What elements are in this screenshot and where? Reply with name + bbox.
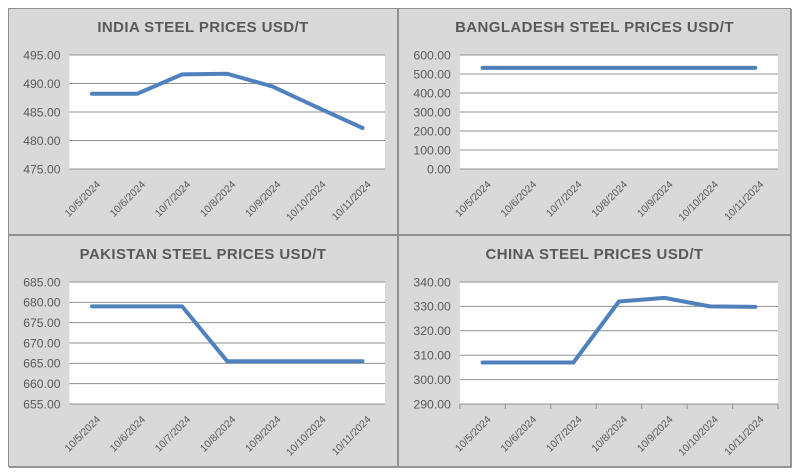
- chart-card-india: INDIA STEEL PRICES USD/T 475.00 480.00 485…: [8, 8, 398, 235]
- x-axis-label: 10/9/2024: [244, 179, 284, 219]
- y-axis-label: 485.00: [23, 105, 60, 119]
- x-axis-label: 10/11/2024: [330, 414, 373, 458]
- x-axis-label: 10/7/2024: [545, 414, 585, 454]
- chart-card-bangladesh: BANGLADESH STEEL PRICES USD/T 0.00 100.00…: [398, 8, 791, 235]
- gridlines-group: [69, 281, 386, 405]
- chart-title-india: INDIA STEEL PRICES USD/T: [97, 19, 309, 36]
- y-axis-label: 490.00: [23, 77, 60, 91]
- y-axis-label: 500.00: [413, 67, 451, 81]
- y-axis-label: 670.00: [23, 336, 60, 350]
- x-axis-ticks: [459, 404, 779, 409]
- x-axis-label: 10/9/2024: [244, 414, 284, 454]
- y-axis-label: 675.00: [23, 316, 60, 330]
- series-line: [480, 295, 758, 365]
- y-axis-label: 320.00: [413, 324, 451, 338]
- chart-card-pakistan: PAKISTAN STEEL PRICES USD/T 655.00 660.00…: [8, 235, 398, 467]
- y-axis-label: 300.00: [413, 105, 451, 119]
- y-axis-label: 100.00: [413, 143, 451, 157]
- x-axis-label: 10/5/2024: [454, 414, 494, 454]
- x-axis-label: 10/9/2024: [635, 179, 675, 219]
- y-axis-label: 300.00: [413, 373, 451, 387]
- y-axis-labels: 655.00 660.00 665.00 670.00 675.00 680.00 685.…: [23, 275, 60, 411]
- y-axis-labels: 475.00 480.00 485.00 490.00 495.00: [23, 48, 60, 176]
- x-axis-label: 10/7/2024: [153, 179, 193, 219]
- x-axis-label: 10/10/2024: [285, 179, 329, 223]
- x-axis-label: 10/5/2024: [454, 179, 494, 219]
- y-axis-label: 200.00: [413, 124, 451, 138]
- x-axis-labels: 10/5/2024 10/6/2024 10/7/2024 10/8/2024 10/9…: [63, 414, 374, 458]
- line-chart-china: 290.00 300.00 310.00 320.00 330.00 340.00 10/5…: [413, 275, 779, 459]
- chart-card-china: CHINA STEEL PRICES USD/T 290.00 300.00 310…: [398, 235, 791, 467]
- y-axis-labels: 290.00 300.00 310.00 320.00 330.00 340.00: [413, 275, 451, 411]
- y-axis-label: 660.00: [23, 377, 60, 391]
- x-axis-label: 10/6/2024: [108, 179, 148, 219]
- x-axis-label: 10/10/2024: [285, 414, 329, 458]
- y-axis-label: 0.00: [427, 162, 451, 176]
- x-axis-label: 10/8/2024: [590, 414, 630, 454]
- y-axis-labels: 0.00 100.00 200.00 300.00 400.00 500.00 600.00: [413, 48, 451, 176]
- chart-title-pakistan: PAKISTAN STEEL PRICES USD/T: [79, 246, 327, 263]
- gridlines-group: [459, 54, 779, 170]
- x-axis-label: 10/10/2024: [677, 414, 721, 458]
- x-axis-label: 10/7/2024: [545, 179, 585, 219]
- x-axis-label: 10/6/2024: [108, 414, 148, 454]
- x-axis-label: 10/6/2024: [499, 179, 539, 219]
- y-axis-label: 665.00: [23, 357, 60, 371]
- x-axis-label: 10/10/2024: [677, 179, 721, 223]
- x-axis-label: 10/8/2024: [198, 414, 238, 454]
- y-axis-label: 310.00: [413, 348, 451, 362]
- charts-grid: INDIA STEEL PRICES USD/T 475.00 480.00 485…: [8, 8, 791, 467]
- x-axis-labels: 10/5/2024 10/6/2024 10/7/2024 10/8/2024 10/9…: [454, 179, 767, 223]
- chart-title-china: CHINA STEEL PRICES USD/T: [485, 246, 704, 263]
- y-axis-label: 600.00: [413, 48, 451, 62]
- x-axis-label: 10/8/2024: [198, 179, 238, 219]
- series-line: [89, 71, 365, 130]
- x-axis-label: 10/5/2024: [63, 179, 103, 219]
- x-axis-label: 10/8/2024: [590, 179, 630, 219]
- x-axis-label: 10/5/2024: [63, 414, 103, 454]
- x-axis-label: 10/11/2024: [723, 414, 767, 458]
- y-axis-label: 330.00: [413, 300, 451, 314]
- y-axis-label: 475.00: [23, 162, 60, 176]
- y-axis-label: 340.00: [413, 275, 451, 289]
- x-axis-label: 10/9/2024: [635, 414, 675, 454]
- x-axis-labels: 10/5/2024 10/6/2024 10/7/2024 10/8/2024 10/9…: [63, 179, 374, 223]
- x-axis-label: 10/7/2024: [153, 414, 193, 454]
- y-axis-label: 655.00: [23, 397, 60, 411]
- y-axis-label: 290.00: [413, 397, 451, 411]
- x-axis-label: 10/11/2024: [723, 179, 767, 223]
- chart-title-bangladesh: BANGLADESH STEEL PRICES USD/T: [455, 19, 734, 36]
- line-chart-bangladesh: 0.00 100.00 200.00 300.00 400.00 500.00 600.00…: [413, 48, 779, 224]
- y-axis-label: 480.00: [23, 134, 60, 148]
- x-axis-labels: 10/5/2024 10/6/2024 10/7/2024 10/8/2024 10/9…: [454, 414, 767, 458]
- x-axis-label: 10/11/2024: [330, 179, 373, 223]
- x-axis-label: 10/6/2024: [499, 414, 539, 454]
- y-axis-label: 400.00: [413, 86, 451, 100]
- line-chart-pakistan: 655.00 660.00 665.00 670.00 675.00 680.00 685.…: [23, 275, 386, 459]
- gridlines-group: [69, 54, 386, 170]
- y-axis-label: 685.00: [23, 275, 60, 289]
- y-axis-label: 495.00: [23, 48, 60, 62]
- series-line: [89, 304, 365, 364]
- y-axis-label: 680.00: [23, 296, 60, 310]
